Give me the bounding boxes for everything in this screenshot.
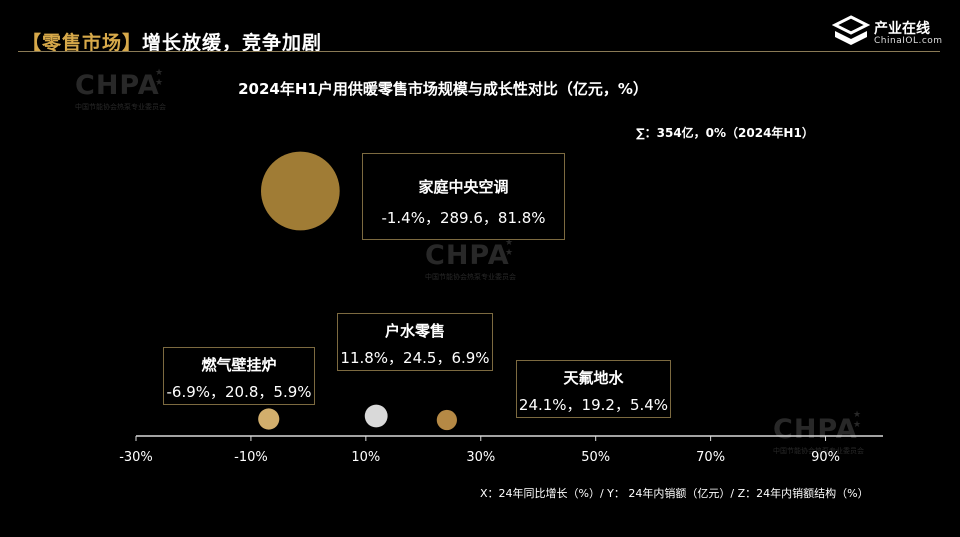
logo-site-text: ChinaIOL.com [874,36,943,46]
watermark-text: CHPA [75,70,160,101]
bubble-label-name: 户水零售 [384,322,445,340]
bubble-label-values: -6.9%，20.8，5.9% [166,383,312,401]
bubble-point [260,151,340,231]
x-tick-label: 30% [466,450,495,465]
x-tick-label: -30% [119,450,153,465]
x-tick-label: 10% [351,450,380,465]
chinaiol-logo-icon [832,15,870,45]
header-subtitle: 增长放缓，竞争加剧 [142,32,323,54]
bubble-label-name: 家庭中央空调 [418,178,509,196]
watermark-chpa: ★ ★ CHPA 中国节能协会热泵专业委员会 [773,410,864,456]
watermark-sub: 中国节能协会热泵专业委员会 [75,103,166,111]
bubble-label-values: -1.4%，289.6，81.8% [381,209,546,227]
bubble-label-values: 11.8%，24.5，6.9% [340,349,490,367]
watermark-stars: ★ ★ [853,410,862,430]
bubble-label-name: 燃气壁挂炉 [201,356,277,374]
bubble-label-box: 燃气壁挂炉 -6.9%，20.8，5.9% [163,347,315,405]
x-tick-label: 70% [696,450,725,465]
bubble-point [436,409,457,431]
header-bracket-title: 【零售市场】 [22,32,143,54]
chart-total-note: ∑：354亿，0%（2024年H1） [636,126,814,140]
page-header-title: 【零售市场】增长放缓，竞争加剧 [22,28,322,55]
watermark-text: CHPA [773,414,858,445]
watermark-chpa: ★ ★ CHPA 中国节能协会热泵专业委员会 [425,238,516,282]
watermark-text: CHPA [425,240,510,271]
bubble-label-box: 家庭中央空调 -1.4%，289.6，81.8% [362,153,565,240]
header-divider [18,51,940,52]
watermark-sub: 中国节能协会热泵专业委员会 [773,447,864,455]
bubble-label-box: 天氟地水 24.1%，19.2，5.4% [516,360,671,418]
chart-title: 2024年H1户用供暖零售市场规模与成长性对比（亿元，%） [238,80,648,98]
bubble-label-box: 户水零售 11.8%，24.5，6.9% [337,313,493,371]
bubble-point [364,404,388,428]
bubble-label-name: 天氟地水 [563,369,624,387]
x-tick-label: 90% [811,450,840,465]
logo-brand-text: 产业在线 [874,21,930,37]
axis-legend-note: X：24年同比增长（%）/ Y： 24年内销额（亿元）/ Z：24年内销额结构（… [480,487,869,500]
x-tick-label: 50% [581,450,610,465]
watermark-stars: ★ ★ [155,68,164,88]
watermark-chpa: ★ ★ CHPA 中国节能协会热泵专业委员会 [75,68,166,112]
bubble-point [258,408,280,430]
watermark-sub: 中国节能协会热泵专业委员会 [425,273,516,281]
watermark-stars: ★ ★ [505,238,514,258]
bubble-label-values: 24.1%，19.2，5.4% [518,396,669,414]
chinaiol-logo: 产业在线 ChinaIOL.com [832,15,947,51]
x-tick-label: -10% [234,450,268,465]
